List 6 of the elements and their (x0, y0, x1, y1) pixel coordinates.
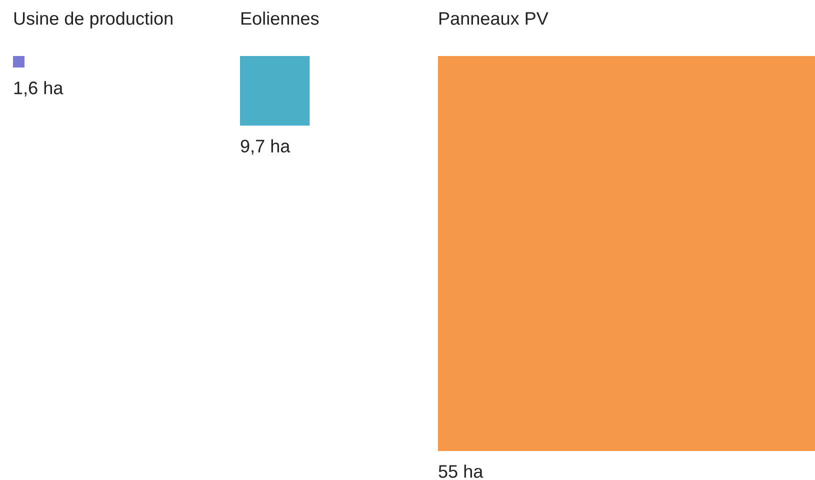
data-label: 9,7 ha (240, 139, 290, 155)
category-label: Eoliennes (241, 12, 319, 25)
data-label: 1,6 ha (14, 81, 64, 96)
data-label: 55 ha (438, 464, 484, 478)
category-label: Usine de production (14, 12, 172, 28)
category-label: Panneaux PV (439, 12, 548, 25)
